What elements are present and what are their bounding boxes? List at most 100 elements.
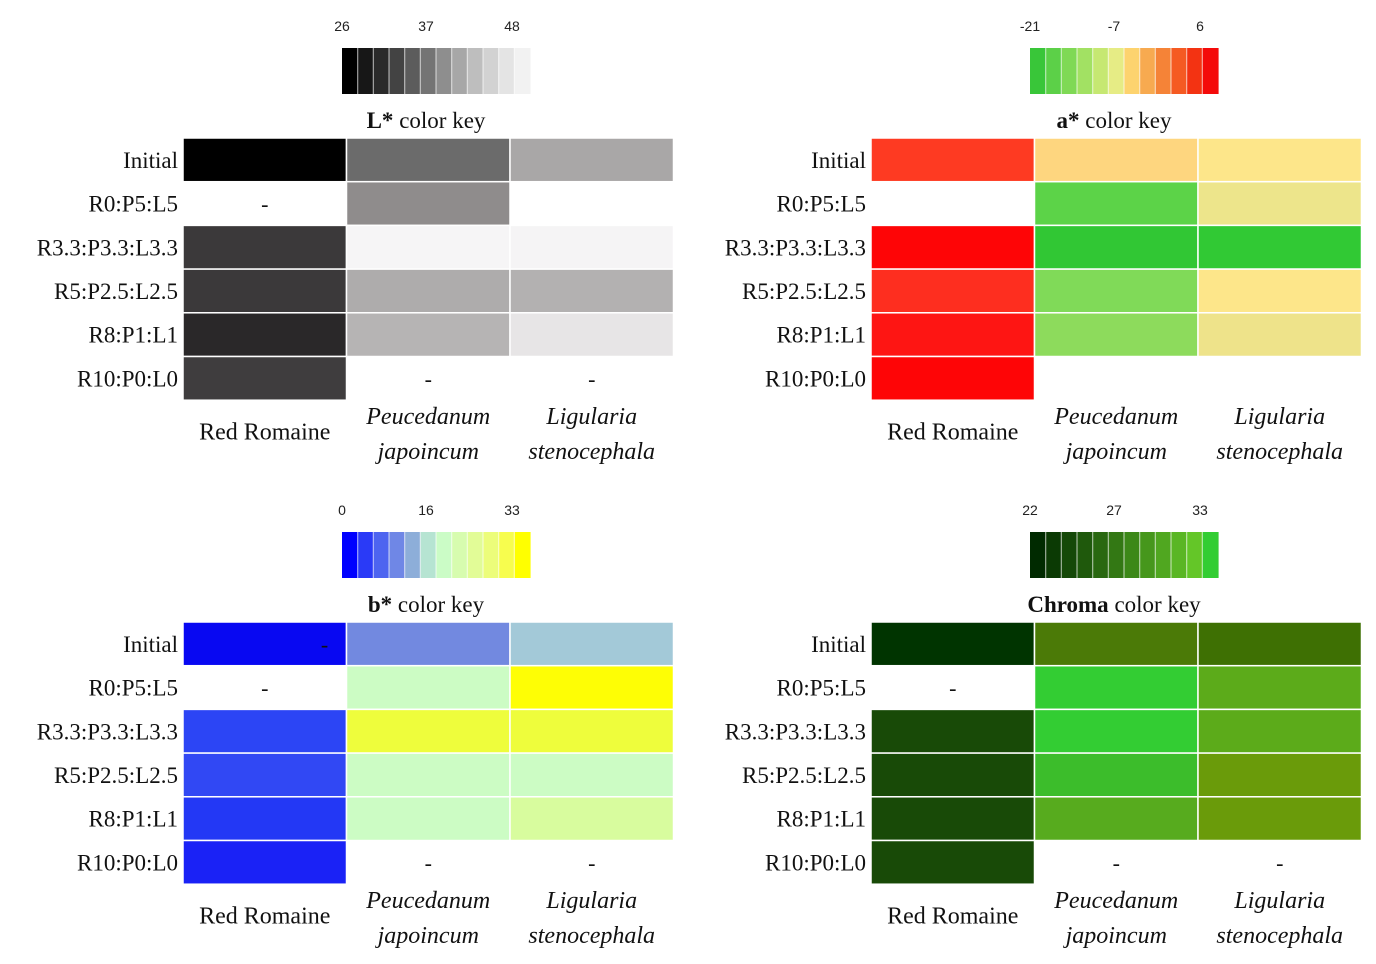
color-key-title-rest: color key [393,108,485,133]
color-key-title: a* color key [1057,108,1172,133]
heatmap-cell [1197,268,1363,314]
heatmap-svg: -21 -7 6 a* color key Initial R0:P5:L5 R3.3:P3… [725,18,1363,465]
color-key-tick: 26 [334,18,350,34]
column-label: Red Romaine [887,420,1018,446]
heatmap-svg: 26 37 48 L* color key - - - Initial R0:P5:L5 R3.3… [37,18,675,465]
color-key-swatch [342,532,359,578]
row-label: R8:P1:L1 [89,323,178,348]
row-label: Initial [811,632,866,657]
color-key-swatch [451,532,468,578]
color-key-swatch [1186,532,1203,578]
column-label: Red Romaine [199,904,330,930]
color-key-swatch [467,532,484,578]
column-label: Red Romaine [199,420,330,446]
color-key-tick: 37 [418,18,434,34]
heatmap-cell [1033,664,1199,711]
color-key-swatch [404,48,421,94]
color-key-swatch [1092,532,1109,578]
missing-value-dash: - [261,192,268,217]
color-key-swatch [1171,48,1188,94]
missing-value-dash: - [588,366,595,391]
missing-value-dash: - [1113,850,1120,875]
heatmap-cell [1033,708,1199,754]
row-label: R10:P0:L0 [77,850,178,875]
color-key-swatch [389,48,406,94]
heatmap-cell [345,796,511,842]
heatmap-svg: 22 27 33 Chroma color key - - - Initial R0:P5:L5… [725,502,1363,949]
heatmap-cell [182,752,348,798]
heatmap-cell [182,137,348,183]
heatmap-cell [345,664,511,711]
row-label: R0:P5:L5 [777,192,866,217]
heatmap-cell [1033,180,1199,227]
color-key-tick: 33 [1192,502,1208,518]
heatmap-cell [509,312,675,358]
heatmap-cell [870,621,1036,667]
color-key-title-bold: L* [367,108,394,133]
heatmap-cell [1197,224,1363,270]
color-key-swatch [498,532,515,578]
color-key-swatch [1202,48,1219,94]
row-label: R10:P0:L0 [77,366,178,391]
heatmap-cell [509,621,675,667]
color-key-tick: 6 [1196,18,1204,34]
heatmap-cell [182,268,348,314]
color-key-swatch [436,48,453,94]
row-label: Initial [123,632,178,657]
color-key-tick: 27 [1106,502,1122,518]
row-label: R10:P0:L0 [765,366,866,391]
color-key-swatch [1030,532,1047,578]
color-key-swatch [498,48,515,94]
color-key-swatch [1061,48,1078,94]
heatmap-cell [870,312,1036,358]
row-label: R0:P5:L5 [777,676,866,701]
column-label-line2: stenocephala [1216,439,1343,465]
color-key-swatch [514,48,531,94]
color-key-swatch [1077,48,1094,94]
heatmap-cell [345,752,511,798]
color-key-swatch [420,48,437,94]
heatmap-cell [1197,180,1363,227]
heatmap-cell [1197,312,1363,358]
heatmap-cell [1197,137,1363,183]
heatmap-cell [1033,312,1199,358]
column-label-line2: japoincum [375,923,479,949]
color-key-swatch [1030,48,1047,94]
row-label: R5:P2.5:L2.5 [54,763,178,788]
column-label-line1: Peucedanum [365,404,490,430]
row-label: R0:P5:L5 [89,192,178,217]
column-label-line2: stenocephala [528,923,655,949]
heatmap-cell [870,268,1036,314]
color-key-swatch [1124,48,1141,94]
color-key-swatch [357,48,374,94]
color-key-swatch [1108,48,1125,94]
heatmap-cell [345,708,511,754]
color-key-swatch [373,532,390,578]
heatmap-cell [1033,752,1199,798]
heatmap-cell [509,708,675,754]
color-key-swatch [1045,532,1062,578]
missing-value-dash: - [425,366,432,391]
heatmap-cell [1033,621,1199,667]
heatmap-cell [182,312,348,358]
color-key-swatch [483,48,500,94]
heatmap-cell [870,752,1036,798]
heatmap-panel-a: -21 -7 6 a* color key Initial R0:P5:L5 R3.3:P3… [688,0,1376,480]
heatmap-cell [345,224,511,270]
color-key-swatch [1045,48,1062,94]
heatmap-cell [1033,796,1199,842]
color-key-swatch [1202,532,1219,578]
color-key-title: b* color key [368,592,485,617]
color-key-title-bold: b* [368,592,392,617]
heatmap-cell [870,224,1036,270]
color-key-swatch [1139,532,1156,578]
heatmap-panel-l: 26 37 48 L* color key - - - Initial R0:P5:L5 R3.3… [0,0,688,480]
color-key-swatch [451,48,468,94]
color-key-swatch [1077,532,1094,578]
heatmap-cell [509,664,675,711]
color-key-swatch [389,532,406,578]
color-key-swatch [1155,532,1172,578]
heatmap-cell [1033,268,1199,314]
column-label-line1: Ligularia [1233,888,1325,914]
heatmap-cell [509,137,675,183]
